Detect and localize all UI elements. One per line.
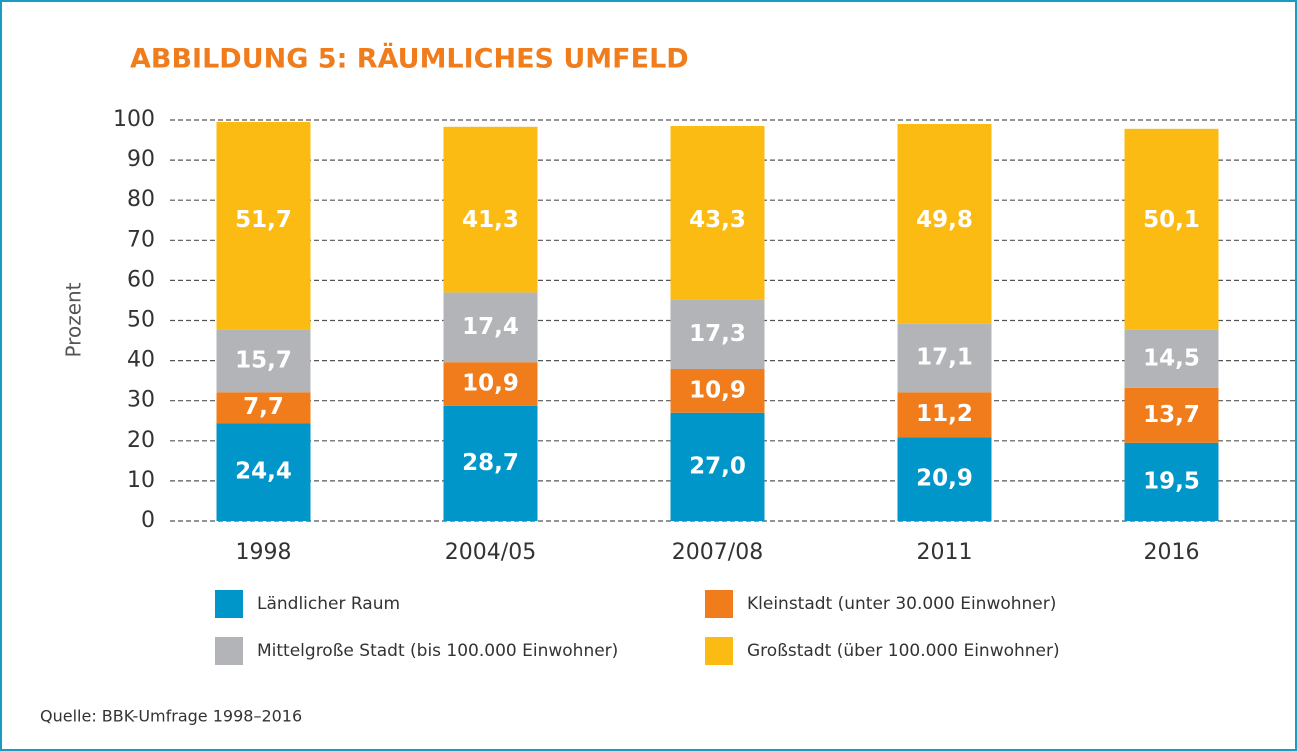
bar-segment <box>216 392 311 424</box>
y-tick-label: 40 <box>127 348 155 373</box>
value-label: 28,7 <box>462 450 519 476</box>
y-tick-label: 90 <box>127 147 155 172</box>
bar-segment <box>1124 329 1219 388</box>
y-tick-label: 0 <box>141 508 155 533</box>
y-tick-label: 20 <box>127 428 155 453</box>
bar-segment <box>443 405 538 521</box>
y-tick-label: 70 <box>127 227 155 252</box>
x-tick-label: 2016 <box>1144 540 1200 565</box>
bar-segment <box>216 329 311 393</box>
value-label: 49,8 <box>916 207 973 233</box>
legend-label: Kleinstadt (unter 30.000 Einwohner) <box>747 594 1056 614</box>
bar-segment <box>670 369 765 413</box>
bar-segment <box>670 126 765 300</box>
legend-swatch <box>705 637 733 665</box>
value-label: 10,9 <box>689 377 746 403</box>
value-label: 14,5 <box>1143 345 1200 371</box>
x-tick-label: 2011 <box>917 540 973 565</box>
y-tick-label: 60 <box>127 267 155 292</box>
value-label: 19,5 <box>1143 468 1200 494</box>
legend-swatch <box>705 590 733 618</box>
source: Quelle: BBK-Umfrage 1998–2016 <box>40 707 302 726</box>
bar-segment <box>897 323 992 393</box>
bar-segment <box>1124 442 1219 521</box>
y-tick-label: 80 <box>127 187 155 212</box>
bar-segment <box>670 412 765 521</box>
legend-label: Mittelgroße Stadt (bis 100.000 Einwohner… <box>257 641 618 661</box>
y-tick-label: 100 <box>113 107 155 132</box>
legend-swatch <box>215 637 243 665</box>
value-label: 10,9 <box>462 371 519 397</box>
value-label: 20,9 <box>916 466 973 492</box>
value-label: 24,4 <box>235 459 292 485</box>
bar-segment <box>443 362 538 406</box>
bar-segment <box>1124 387 1219 443</box>
y-tick-label: 30 <box>127 388 155 413</box>
value-label: 51,7 <box>235 207 292 233</box>
legend-label: Ländlicher Raum <box>257 594 400 614</box>
x-tick-label: 1998 <box>236 540 292 565</box>
value-label: 7,7 <box>243 394 284 420</box>
bar-segment <box>897 392 992 438</box>
y-axis-label: Prozent <box>62 282 86 357</box>
bar-segment <box>443 126 538 293</box>
bar-segment <box>443 292 538 363</box>
value-label: 17,1 <box>916 344 973 370</box>
value-label: 41,3 <box>462 207 519 233</box>
legend-swatch <box>215 590 243 618</box>
y-tick-label: 10 <box>127 468 155 493</box>
bar-segment <box>897 437 992 521</box>
chart-title: ABBILDUNG 5: RÄUMLICHES UMFELD <box>130 43 689 75</box>
value-label: 13,7 <box>1143 402 1200 428</box>
legend-label: Großstadt (über 100.000 Einwohner) <box>747 641 1060 661</box>
bar-segment <box>216 122 311 330</box>
value-label: 43,3 <box>689 207 746 233</box>
value-label: 17,3 <box>689 321 746 347</box>
bar-segment <box>216 423 311 521</box>
x-tick-label: 2007/08 <box>672 540 763 565</box>
value-label: 27,0 <box>689 453 746 479</box>
bar-segment <box>1124 128 1219 330</box>
value-label: 17,4 <box>462 314 519 340</box>
x-tick-label: 2004/05 <box>445 540 536 565</box>
value-label: 50,1 <box>1143 207 1200 233</box>
bar-segment <box>670 299 765 370</box>
value-label: 15,7 <box>235 347 292 373</box>
bar-segment <box>897 124 992 324</box>
y-tick-label: 50 <box>127 308 155 333</box>
value-label: 11,2 <box>916 401 973 427</box>
